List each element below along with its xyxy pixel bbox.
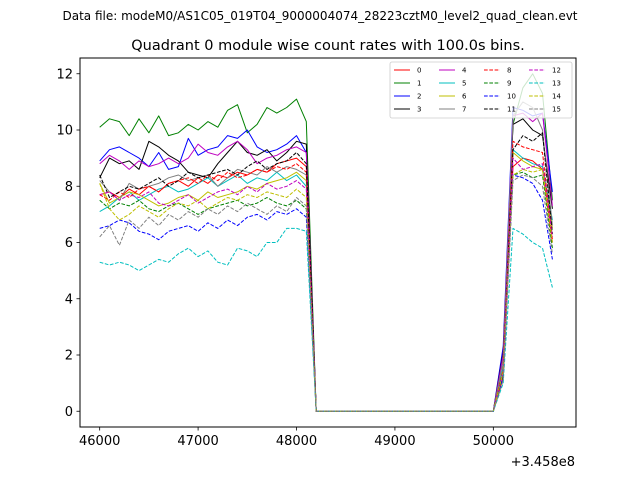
y-tick-label: 12 xyxy=(56,67,73,82)
legend-label-8: 8 xyxy=(507,67,511,75)
legend-label-5: 5 xyxy=(462,80,466,88)
x-tick-label: 47000 xyxy=(177,434,218,449)
legend-label-1: 1 xyxy=(417,80,421,88)
x-tick-label: 50000 xyxy=(473,434,514,449)
x-offset-text: +3.458e8 xyxy=(511,455,575,470)
chart-title: Quadrant 0 module wise count rates with … xyxy=(131,38,525,54)
plot-area xyxy=(80,58,576,427)
legend-label-9: 9 xyxy=(507,80,511,88)
y-tick-label: 8 xyxy=(65,180,73,195)
series-line-15 xyxy=(99,174,553,412)
y-tick-label: 0 xyxy=(65,405,73,420)
legend-label-0: 0 xyxy=(417,67,421,75)
legend-label-7: 7 xyxy=(462,106,466,114)
x-tick-label: 49000 xyxy=(374,434,415,449)
x-tick-label: 48000 xyxy=(276,434,317,449)
legend-label-3: 3 xyxy=(417,106,421,114)
y-tick-label: 2 xyxy=(65,349,73,364)
legend-label-10: 10 xyxy=(507,93,516,101)
y-axis: 0 2 4 6 8 10 12 xyxy=(56,67,80,420)
x-axis: 46000 47000 48000 49000 50000 xyxy=(79,427,514,449)
legend-label-2: 2 xyxy=(417,93,421,101)
legend-label-13: 13 xyxy=(552,80,561,88)
legend-label-15: 15 xyxy=(552,106,561,114)
y-tick-label: 4 xyxy=(65,292,73,307)
legend-label-4: 4 xyxy=(462,67,467,75)
legend-label-11: 11 xyxy=(507,106,516,114)
series-layer xyxy=(99,73,553,412)
legend-label-14: 14 xyxy=(552,93,561,101)
y-tick-label: 10 xyxy=(56,124,73,139)
legend-label-6: 6 xyxy=(462,93,467,101)
legend-box xyxy=(389,61,573,119)
x-tick-label: 46000 xyxy=(79,434,120,449)
y-tick-label: 6 xyxy=(65,236,73,251)
legend-label-12: 12 xyxy=(552,67,561,75)
figure-suptitle: Data file: modeM0/AS1C05_019T04_90000040… xyxy=(62,9,577,23)
